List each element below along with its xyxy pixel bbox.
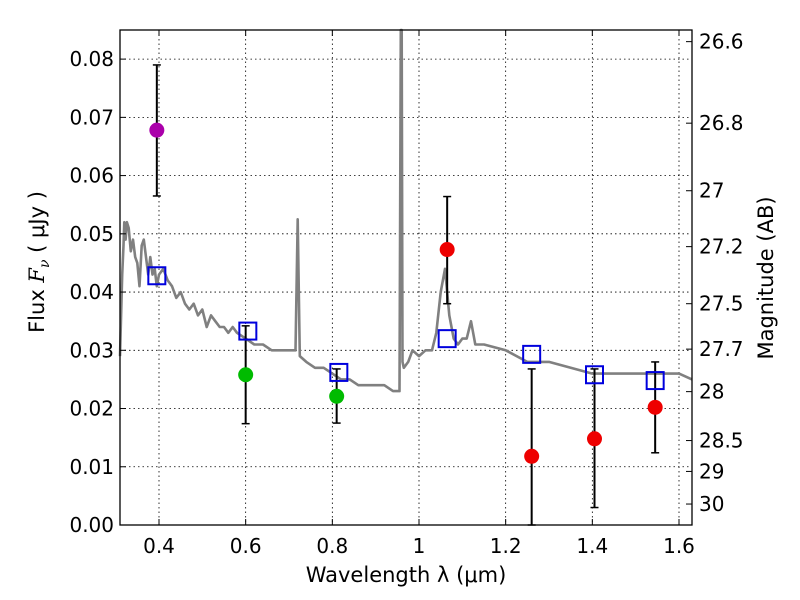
model-square-marker	[238, 321, 258, 341]
model-square-marker	[437, 329, 457, 349]
series-layer	[118, 28, 693, 526]
x-tick-label: 0.4	[143, 534, 175, 558]
y-axis-title-subscript: ν	[37, 259, 53, 268]
x-tick-label: 0.8	[316, 534, 348, 558]
observed-point	[587, 431, 602, 447]
mag-tick-label: 28.5	[699, 429, 744, 453]
mag-tick-label: 30	[699, 492, 724, 516]
y-axis-title-suffix: ( μJy )	[25, 191, 49, 259]
observed-point	[238, 367, 254, 383]
plot-frame	[119, 29, 693, 526]
x-tick-label: 0.6	[230, 534, 262, 558]
mag-tick-label: 26.6	[699, 30, 744, 54]
mag-tick-label: 27.5	[699, 292, 744, 316]
observed-point	[149, 122, 165, 138]
y-axis-title-right: Magnitude (AB)	[754, 196, 778, 359]
x-axis-title: Wavelength λ (μm)	[306, 563, 507, 587]
y-tick-label: 0.07	[69, 105, 114, 129]
x-tick-label: 1.6	[663, 534, 695, 558]
model-square-marker	[147, 266, 167, 286]
y-tick-label: 0.04	[69, 280, 114, 304]
tick-labels: 0.4 0.6 0.8 1 1.2 1.4 1.6 0.00 0.01 0.02 0.03 0.04 0…	[69, 30, 743, 558]
grid-lines	[120, 30, 692, 526]
y-axis-title-symbol: F	[25, 267, 49, 284]
model-square-marker	[585, 365, 604, 385]
observed-point	[647, 399, 663, 415]
x-tick-label: 1.4	[576, 534, 608, 558]
y-tick-label: 0.02	[69, 397, 114, 421]
plot-background	[120, 30, 692, 525]
model-square-marker	[645, 371, 665, 391]
model-square-marker	[329, 362, 349, 382]
tick-marks	[120, 30, 692, 526]
x-tick-label: 1.2	[490, 534, 522, 558]
mag-tick-label: 27.2	[699, 235, 744, 259]
y-axis-title-left: Flux Fν ( μJy )	[25, 191, 53, 333]
observed-point	[439, 242, 455, 258]
y-tick-label: 0.00	[69, 513, 114, 537]
mag-tick-label: 28	[699, 380, 724, 404]
y-tick-label: 0.05	[69, 222, 114, 246]
mag-tick-label: 27.7	[699, 337, 744, 361]
observed-point	[329, 388, 345, 404]
y-tick-label: 0.08	[69, 47, 114, 71]
y-tick-label: 0.06	[69, 164, 114, 188]
mag-tick-label: 29	[699, 459, 724, 483]
y-tick-label: 0.01	[69, 455, 114, 479]
y-axis-title-prefix: Flux	[25, 283, 49, 333]
mag-tick-label: 26.8	[699, 111, 744, 135]
model-square-marker	[522, 344, 542, 364]
x-tick-label: 1	[413, 534, 426, 558]
y-tick-label: 0.03	[69, 338, 114, 362]
observed-point	[524, 448, 540, 464]
mag-tick-label: 27	[699, 179, 724, 203]
